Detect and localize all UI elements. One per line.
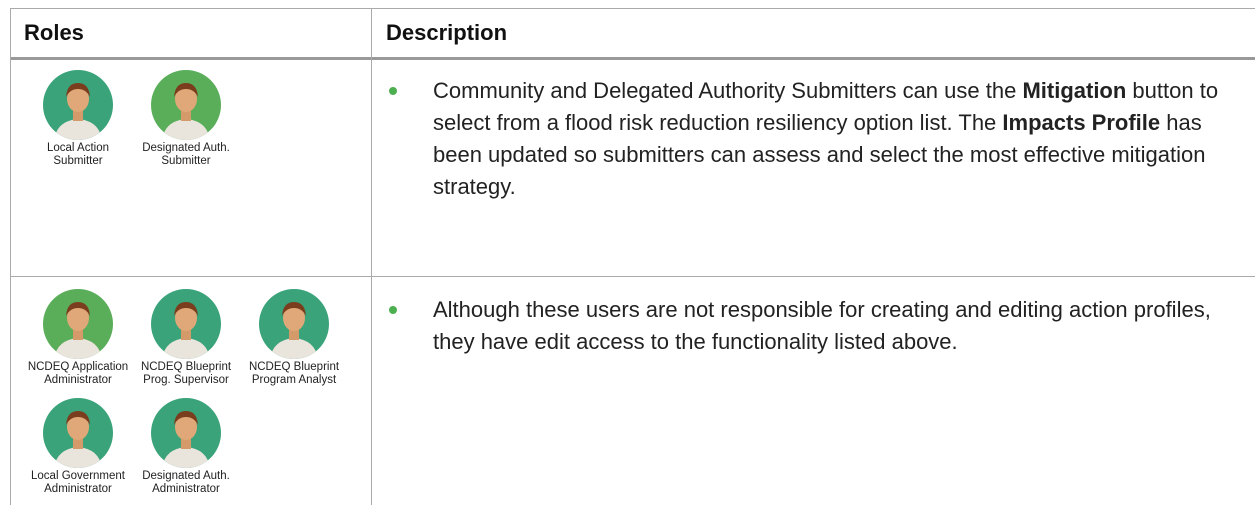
- bullet: [389, 306, 397, 314]
- role-label: Local Government: [31, 470, 125, 482]
- role-label: NCDEQ Application: [27, 361, 129, 373]
- role-label: Administrator: [152, 483, 220, 495]
- description-run: Impacts Profile: [1002, 110, 1161, 135]
- role-label: Administrator: [44, 483, 112, 495]
- bullet: [389, 87, 397, 95]
- avatar: [43, 289, 113, 359]
- avatar: [151, 70, 221, 140]
- role-label: Program Analyst: [251, 374, 337, 386]
- avatar: [151, 398, 221, 468]
- row-border: [10, 276, 1255, 277]
- role-label: Submitter: [161, 155, 211, 167]
- left-border: [10, 8, 11, 505]
- top-border: [10, 8, 1255, 9]
- description: Community and Delegated Authority Submit…: [433, 75, 1238, 203]
- description-run: has been updated so submitters can asses…: [433, 110, 1206, 199]
- role-label: Local Action: [46, 142, 109, 154]
- header-cell: Roles: [24, 20, 84, 45]
- description-run: Community and Delegated Authority Submit…: [433, 78, 1023, 103]
- header-cell: Description: [386, 20, 508, 45]
- role-label: NCDEQ Blueprint: [140, 361, 232, 373]
- description-run: button to select from a flood risk reduc…: [433, 78, 1219, 135]
- description-run: Although these users are not responsible…: [433, 297, 1211, 354]
- role-label: NCDEQ Blueprint: [248, 361, 340, 373]
- avatar: [259, 289, 329, 359]
- role-label: Administrator: [44, 374, 112, 386]
- avatar: [151, 289, 221, 359]
- description: Although these users are not responsible…: [433, 294, 1238, 358]
- column-border: [371, 8, 372, 505]
- header-border: [10, 57, 1255, 60]
- role-label: Designated Auth.: [142, 470, 230, 482]
- role-label: Designated Auth.: [142, 142, 230, 154]
- role-label: Submitter: [53, 155, 103, 167]
- description-run: Mitigation: [1022, 78, 1127, 103]
- role-label: Prog. Supervisor: [143, 374, 229, 386]
- avatar: [43, 398, 113, 468]
- avatar: [43, 70, 113, 140]
